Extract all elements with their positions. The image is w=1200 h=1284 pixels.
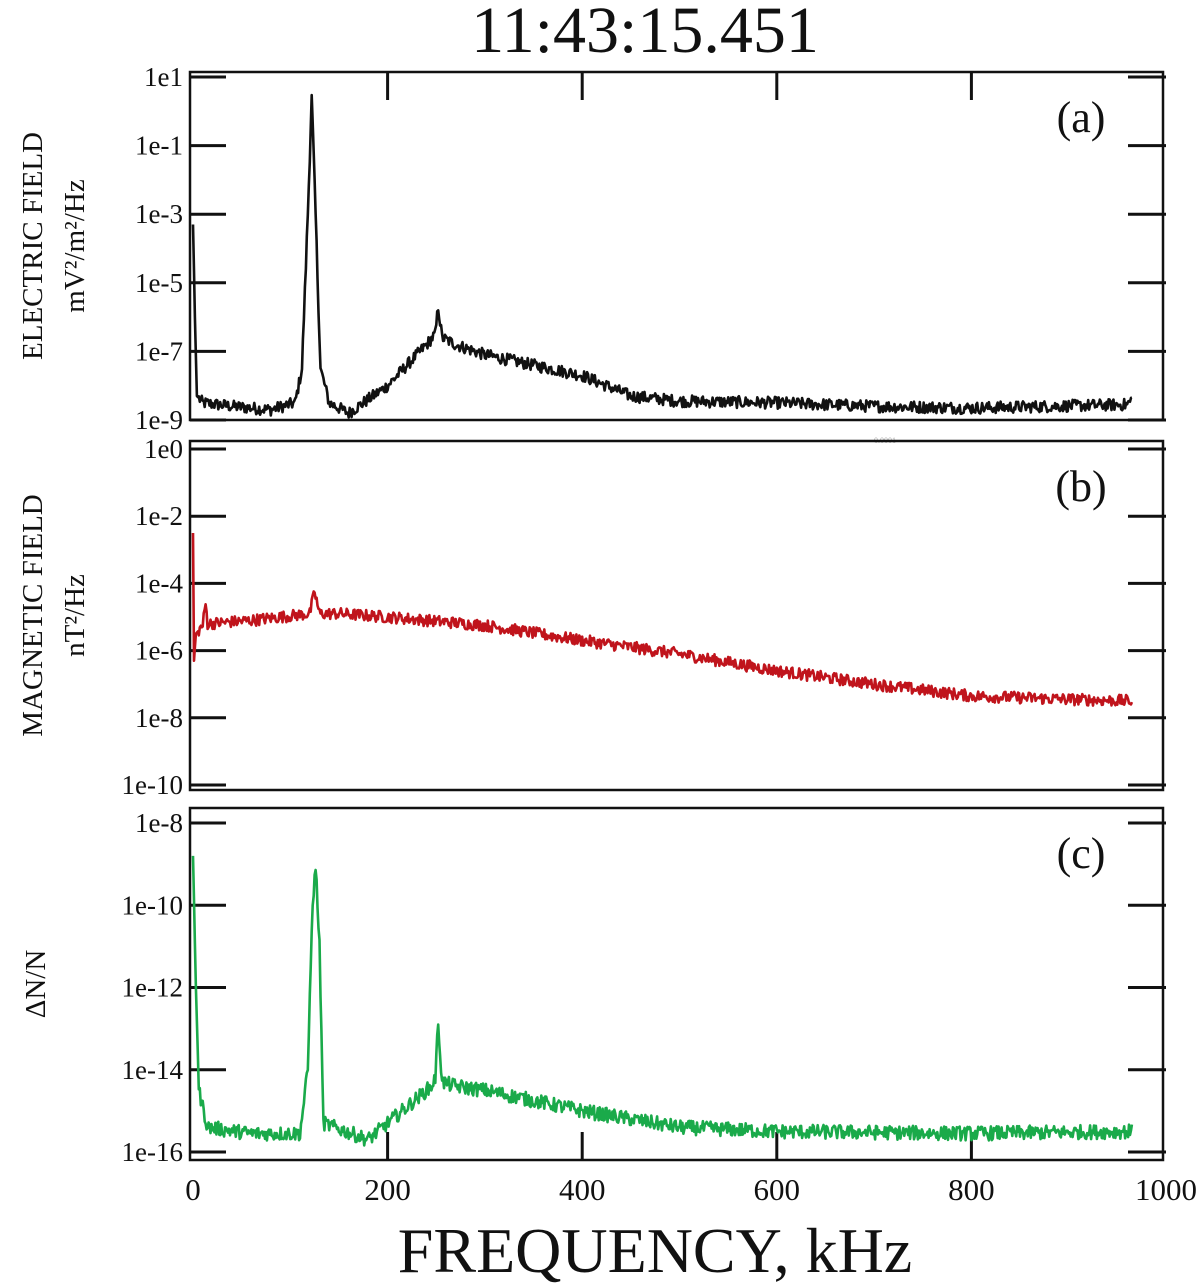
panel-c: 1e-8 1e-10 1e-12 1e-14 1e-160 200 400 600 800 100… [20, 806, 1197, 1207]
y-axis-label: mV²/m²/Hz [59, 179, 91, 313]
y-tick-label: 1e-7 [135, 336, 183, 366]
y-tick-label: 1e-4 [135, 568, 183, 598]
y-axis-label: ELECTRIC FIELD [17, 132, 49, 360]
plot-frame [188, 806, 1165, 1162]
y-axis-label: ΔN/N [20, 950, 52, 1019]
panel-a: 1e1 1e-1 1e-3 1e-5 1e-7 1e-9 ELECTRIC FIELD mV²… [17, 62, 1166, 435]
figure-title: 11:43:15.451 [471, 0, 819, 67]
plot-frame [188, 439, 1165, 792]
y-tick-label: 1e-10 [122, 890, 183, 920]
x-tick-label: 1000 [1135, 1172, 1197, 1207]
series-line [191, 532, 1134, 707]
y-tick-label: 1e-9 [135, 405, 183, 435]
series-line [191, 855, 1134, 1147]
panel-label: (a) [1057, 93, 1106, 142]
y-tick-label: 1e-14 [122, 1055, 184, 1085]
y-tick-label: 1e-8 [135, 808, 183, 838]
x-axis-label: FREQUENCY, kHz [398, 1215, 912, 1284]
y-tick-label: 1e-12 [122, 973, 183, 1003]
y-tick-label: 1e-1 [135, 131, 183, 161]
panel-label: (b) [1055, 462, 1106, 511]
y-tick-label: 1e-8 [135, 703, 183, 733]
x-tick-label: 0 [185, 1172, 201, 1207]
panels: 1e1 1e-1 1e-3 1e-5 1e-7 1e-9 ELECTRIC FIELD mV²… [17, 62, 1197, 1207]
y-tick-label: 1e-6 [135, 636, 183, 666]
x-tick-label: 400 [559, 1172, 606, 1207]
y-tick-label: 1e-3 [135, 199, 183, 229]
y-axis-label: nT²/Hz [59, 574, 91, 657]
x-tick-label: 600 [754, 1172, 801, 1207]
y-axis-label: MAGNETIC FIELD [17, 494, 49, 736]
y-tick-label: 1e-16 [122, 1137, 183, 1167]
x-tick-label: 800 [948, 1172, 995, 1207]
x-tick-label: 200 [364, 1172, 411, 1207]
y-tick-label: 1e1 [144, 62, 183, 92]
panel-label: (c) [1057, 829, 1106, 878]
plot-frame [188, 70, 1165, 422]
panel-b: 1e0 1e-2 1e-4 1e-6 1e-8 1e-10 MAGNETIC FIELD nT… [17, 434, 1166, 800]
y-tick-label: 1e-2 [135, 501, 183, 531]
y-tick-label: 1e-10 [122, 770, 183, 800]
y-tick-label: 1e-5 [135, 268, 183, 298]
series-line [191, 93, 1133, 419]
y-tick-label: 1e0 [144, 434, 183, 464]
